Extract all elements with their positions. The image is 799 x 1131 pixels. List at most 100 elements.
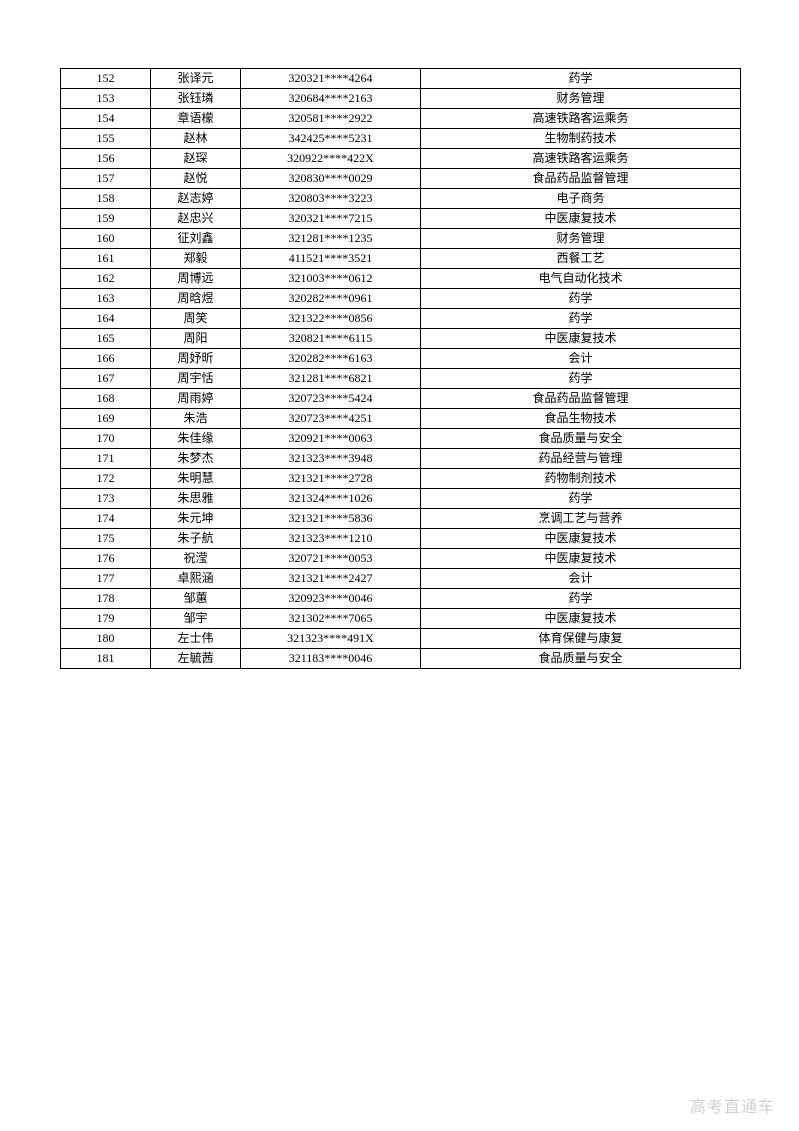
table-row: 176祝滢320721****0053中医康复技术 xyxy=(61,549,741,569)
seq-cell: 155 xyxy=(61,129,151,149)
id-cell: 320723****5424 xyxy=(241,389,421,409)
major-cell: 食品质量与安全 xyxy=(421,429,741,449)
seq-cell: 165 xyxy=(61,329,151,349)
table-row: 167周宇恬321281****6821药学 xyxy=(61,369,741,389)
name-cell: 卓熙涵 xyxy=(151,569,241,589)
id-cell: 321281****6821 xyxy=(241,369,421,389)
id-cell: 321321****2728 xyxy=(241,469,421,489)
table-row: 177卓熙涵321321****2427会计 xyxy=(61,569,741,589)
id-cell: 320721****0053 xyxy=(241,549,421,569)
table-row: 157赵悦320830****0029食品药品监督管理 xyxy=(61,169,741,189)
table-row: 158赵志婷320803****3223电子商务 xyxy=(61,189,741,209)
data-table-container: 152张译元320321****4264药学153张钰璘320684****21… xyxy=(60,68,740,669)
id-cell: 320923****0046 xyxy=(241,589,421,609)
seq-cell: 169 xyxy=(61,409,151,429)
seq-cell: 167 xyxy=(61,369,151,389)
seq-cell: 157 xyxy=(61,169,151,189)
table-row: 173朱思雅321324****1026药学 xyxy=(61,489,741,509)
major-cell: 财务管理 xyxy=(421,89,741,109)
id-cell: 320581****2922 xyxy=(241,109,421,129)
id-cell: 321321****5836 xyxy=(241,509,421,529)
major-cell: 药物制剂技术 xyxy=(421,469,741,489)
seq-cell: 179 xyxy=(61,609,151,629)
major-cell: 中医康复技术 xyxy=(421,549,741,569)
id-cell: 320723****4251 xyxy=(241,409,421,429)
major-cell: 电子商务 xyxy=(421,189,741,209)
name-cell: 邹蕙 xyxy=(151,589,241,609)
major-cell: 药学 xyxy=(421,489,741,509)
table-row: 165周阳320821****6115中医康复技术 xyxy=(61,329,741,349)
major-cell: 高速铁路客运乘务 xyxy=(421,109,741,129)
major-cell: 药品经营与管理 xyxy=(421,449,741,469)
name-cell: 赵琛 xyxy=(151,149,241,169)
major-cell: 药学 xyxy=(421,69,741,89)
major-cell: 食品药品监督管理 xyxy=(421,389,741,409)
seq-cell: 174 xyxy=(61,509,151,529)
major-cell: 财务管理 xyxy=(421,229,741,249)
id-cell: 342425****5231 xyxy=(241,129,421,149)
seq-cell: 158 xyxy=(61,189,151,209)
name-cell: 赵志婷 xyxy=(151,189,241,209)
id-cell: 321322****0856 xyxy=(241,309,421,329)
seq-cell: 181 xyxy=(61,649,151,669)
seq-cell: 177 xyxy=(61,569,151,589)
name-cell: 左士伟 xyxy=(151,629,241,649)
table-row: 154章语檬320581****2922高速铁路客运乘务 xyxy=(61,109,741,129)
watermark-text: 高考直通车 xyxy=(690,1093,775,1117)
table-row: 160征刘鑫321281****1235财务管理 xyxy=(61,229,741,249)
name-cell: 周笑 xyxy=(151,309,241,329)
id-cell: 321323****1210 xyxy=(241,529,421,549)
id-cell: 321302****7065 xyxy=(241,609,421,629)
id-cell: 321321****2427 xyxy=(241,569,421,589)
name-cell: 邹宇 xyxy=(151,609,241,629)
table-row: 166周妤昕320282****6163会计 xyxy=(61,349,741,369)
seq-cell: 175 xyxy=(61,529,151,549)
name-cell: 朱明慧 xyxy=(151,469,241,489)
name-cell: 张钰璘 xyxy=(151,89,241,109)
table-row: 153张钰璘320684****2163财务管理 xyxy=(61,89,741,109)
id-cell: 320684****2163 xyxy=(241,89,421,109)
major-cell: 中医康复技术 xyxy=(421,329,741,349)
seq-cell: 152 xyxy=(61,69,151,89)
seq-cell: 156 xyxy=(61,149,151,169)
major-cell: 中医康复技术 xyxy=(421,609,741,629)
major-cell: 会计 xyxy=(421,349,741,369)
major-cell: 食品生物技术 xyxy=(421,409,741,429)
seq-cell: 172 xyxy=(61,469,151,489)
data-table: 152张译元320321****4264药学153张钰璘320684****21… xyxy=(60,68,741,669)
major-cell: 电气自动化技术 xyxy=(421,269,741,289)
major-cell: 会计 xyxy=(421,569,741,589)
major-cell: 烹调工艺与营养 xyxy=(421,509,741,529)
table-row: 159赵忠兴320321****7215中医康复技术 xyxy=(61,209,741,229)
id-cell: 411521****3521 xyxy=(241,249,421,269)
table-row: 161郑毅411521****3521西餐工艺 xyxy=(61,249,741,269)
name-cell: 周博远 xyxy=(151,269,241,289)
name-cell: 张译元 xyxy=(151,69,241,89)
name-cell: 周宇恬 xyxy=(151,369,241,389)
name-cell: 左毓茜 xyxy=(151,649,241,669)
major-cell: 食品药品监督管理 xyxy=(421,169,741,189)
id-cell: 321281****1235 xyxy=(241,229,421,249)
name-cell: 朱子航 xyxy=(151,529,241,549)
table-row: 152张译元320321****4264药学 xyxy=(61,69,741,89)
major-cell: 药学 xyxy=(421,589,741,609)
name-cell: 朱佳缘 xyxy=(151,429,241,449)
id-cell: 320321****7215 xyxy=(241,209,421,229)
name-cell: 赵悦 xyxy=(151,169,241,189)
major-cell: 药学 xyxy=(421,369,741,389)
seq-cell: 161 xyxy=(61,249,151,269)
id-cell: 320282****0961 xyxy=(241,289,421,309)
id-cell: 320803****3223 xyxy=(241,189,421,209)
id-cell: 321324****1026 xyxy=(241,489,421,509)
id-cell: 320830****0029 xyxy=(241,169,421,189)
id-cell: 320921****0063 xyxy=(241,429,421,449)
name-cell: 周晗煜 xyxy=(151,289,241,309)
id-cell: 320282****6163 xyxy=(241,349,421,369)
name-cell: 朱梦杰 xyxy=(151,449,241,469)
table-row: 178邹蕙320923****0046药学 xyxy=(61,589,741,609)
major-cell: 中医康复技术 xyxy=(421,209,741,229)
seq-cell: 176 xyxy=(61,549,151,569)
seq-cell: 180 xyxy=(61,629,151,649)
id-cell: 320821****6115 xyxy=(241,329,421,349)
seq-cell: 170 xyxy=(61,429,151,449)
